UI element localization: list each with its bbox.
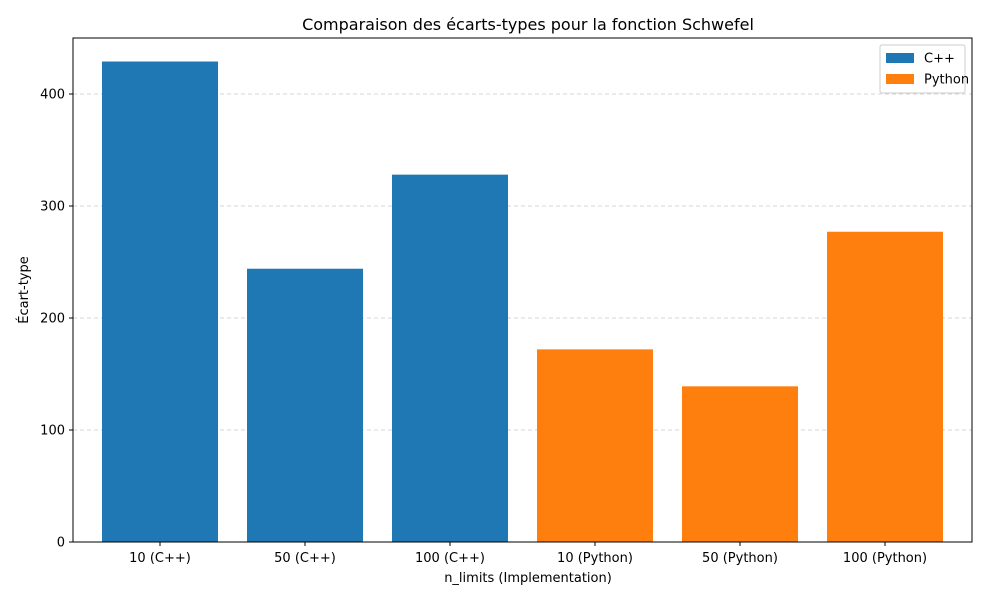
- y-tick-label: 100: [40, 424, 65, 439]
- grid-lines: [73, 93, 972, 431]
- x-tick-label: 100 (C++): [415, 551, 485, 566]
- x-tick-label: 10 (Python): [557, 551, 633, 566]
- y-tick-label: 200: [40, 312, 65, 327]
- x-tick-label: 50 (Python): [702, 551, 778, 566]
- plot-frame: [72, 37, 973, 543]
- x-axis-label: n_limits (Implementation): [444, 571, 612, 586]
- y-tick-label: 400: [40, 88, 65, 103]
- x-tick-label: 100 (Python): [843, 551, 927, 566]
- bar: [537, 349, 653, 542]
- y-tick-label: 0: [57, 536, 65, 551]
- legend-swatch: [886, 74, 914, 84]
- legend: C++ Python: [879, 44, 969, 94]
- bars: [102, 61, 943, 543]
- y-axis-label: Écart-type: [16, 256, 32, 324]
- x-tick-label: 10 (C++): [129, 551, 191, 566]
- bar: [392, 174, 508, 542]
- bar: [247, 268, 363, 542]
- legend-label: Python: [924, 73, 969, 88]
- y-axis-ticks: 0 100 200 300 400: [40, 88, 73, 551]
- x-axis-ticks: 10 (C++) 50 (C++) 100 (C++) 10 (Python) 50 (…: [129, 542, 927, 566]
- bar: [827, 231, 943, 542]
- bar: [682, 386, 798, 542]
- legend-swatch: [886, 53, 914, 63]
- chart-title: Comparaison des écarts-types pour la fon…: [302, 15, 754, 34]
- bar: [102, 61, 218, 543]
- y-tick-label: 300: [40, 200, 65, 215]
- x-tick-label: 50 (C++): [274, 551, 336, 566]
- legend-label: C++: [924, 52, 955, 67]
